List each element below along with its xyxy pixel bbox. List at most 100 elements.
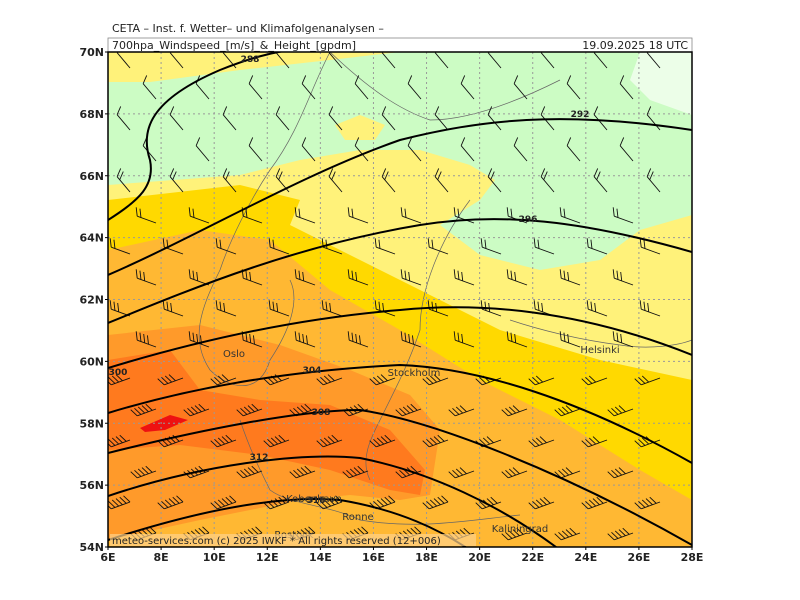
- lon-label: 6E: [100, 551, 115, 564]
- barb-tick: [323, 437, 332, 445]
- barb-staff: [217, 439, 237, 448]
- barb-tick: [410, 465, 418, 473]
- barb-staff: [270, 377, 290, 386]
- barb-tick: [351, 332, 354, 342]
- barb-tick: [249, 271, 252, 281]
- barb-staff: [296, 277, 316, 286]
- barb-tick: [176, 495, 184, 503]
- barb-tick: [108, 500, 116, 508]
- barb-tick: [320, 438, 328, 446]
- barb: [460, 75, 475, 100]
- barb-tick: [528, 440, 536, 448]
- barb-tick: [162, 238, 165, 248]
- barb-tick: [452, 469, 460, 477]
- barb-tick: [130, 471, 138, 479]
- barb-tick: [161, 500, 169, 508]
- barb-tick: [559, 269, 562, 279]
- barb: [554, 405, 581, 417]
- barb: [236, 403, 263, 417]
- barb: [639, 238, 661, 255]
- barb-staff: [455, 277, 475, 286]
- barb-tick: [293, 469, 301, 477]
- barb-staff: [222, 114, 237, 131]
- barb-tick: [512, 467, 520, 475]
- barb-tick: [355, 271, 358, 281]
- barb-staff: [460, 83, 475, 100]
- barb-tick: [108, 438, 116, 446]
- barb-tick: [298, 332, 301, 342]
- barb-tick: [251, 527, 259, 535]
- barb-tick: [543, 496, 551, 504]
- barb-staff: [248, 145, 263, 162]
- barb-tick: [321, 300, 324, 310]
- lat-label: 70N: [79, 46, 104, 59]
- barb-tick: [215, 238, 218, 248]
- barb-tick: [166, 301, 169, 311]
- barb-tick: [459, 467, 467, 475]
- barb-tick: [119, 171, 124, 180]
- barb-staff: [513, 145, 528, 162]
- barb-tick: [196, 333, 199, 343]
- barb-tick: [170, 302, 173, 312]
- barb: [395, 403, 422, 417]
- barb-staff: [137, 215, 157, 224]
- barb-staff: [275, 114, 290, 131]
- barb: [554, 527, 581, 541]
- barb-tick: [537, 239, 540, 249]
- barb: [607, 405, 634, 417]
- barb-tick: [109, 238, 112, 248]
- place-label: Stockholm: [388, 368, 441, 379]
- barb-tick: [210, 378, 218, 386]
- barb-tick: [402, 406, 411, 414]
- barb-tick: [567, 271, 570, 281]
- barb-tick: [357, 465, 365, 473]
- barb: [407, 137, 422, 162]
- lon-label: 26E: [627, 551, 650, 564]
- barb-tick: [108, 376, 116, 384]
- barb-tick: [540, 106, 546, 115]
- barb: [116, 168, 131, 193]
- barb: [528, 436, 555, 448]
- barb-tick: [448, 409, 456, 417]
- lat-label: 58N: [79, 417, 104, 430]
- barb-staff: [190, 408, 210, 417]
- barb-tick: [236, 471, 244, 479]
- barb-tick: [611, 407, 619, 415]
- lon-label: 22E: [521, 551, 544, 564]
- barb: [328, 52, 343, 69]
- barb: [347, 331, 369, 348]
- barb-tick: [137, 406, 146, 414]
- barb: [475, 375, 502, 386]
- barb-tick: [384, 171, 389, 180]
- barb: [263, 434, 290, 448]
- barb-staff: [296, 339, 316, 348]
- barb: [108, 374, 131, 386]
- barb-staff: [455, 339, 475, 348]
- barb-tick: [634, 502, 642, 510]
- barb: [487, 52, 502, 69]
- barb-tick: [298, 270, 301, 280]
- barb-tick: [380, 436, 388, 444]
- barb: [381, 52, 396, 69]
- barb-tick: [316, 502, 324, 510]
- barb-tick: [116, 106, 122, 115]
- barb-tick: [639, 300, 642, 310]
- barb: [528, 375, 555, 386]
- barb-tick: [433, 498, 441, 506]
- barb-tick: [612, 207, 615, 217]
- barb-tick: [143, 271, 146, 281]
- barb-tick: [513, 137, 519, 146]
- barb-tick: [460, 75, 466, 84]
- barb-staff: [222, 176, 237, 193]
- barb-staff: [142, 145, 157, 162]
- barb: [183, 403, 210, 417]
- barb-tick: [612, 331, 615, 341]
- barb: [501, 527, 528, 541]
- barb-staff: [535, 501, 555, 510]
- barb: [169, 52, 184, 69]
- barb-staff: [614, 408, 634, 417]
- barb-staff: [460, 145, 475, 162]
- barb: [215, 238, 237, 255]
- barb-staff: [169, 176, 184, 193]
- barb-staff: [323, 501, 343, 510]
